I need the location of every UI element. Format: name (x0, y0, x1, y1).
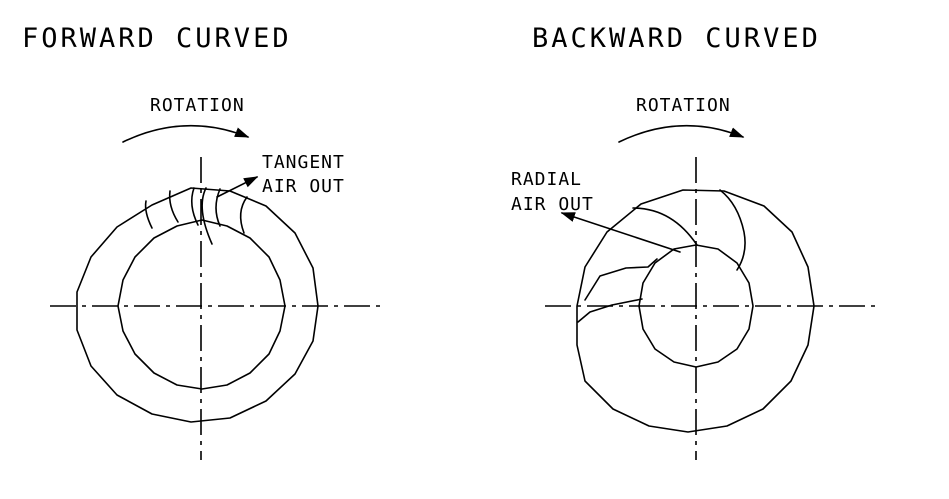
forward-blade (239, 196, 248, 234)
forward-note-tangent: TANGENT (262, 152, 345, 173)
backward-outer-housing (576, 189, 815, 433)
backward-curved-title: BACKWARD CURVED (532, 23, 821, 54)
forward-rotation-arrow (122, 124, 250, 143)
backward-blade (584, 258, 658, 301)
backward-note-radial: RADIAL (511, 169, 582, 190)
forward-blade (144, 200, 153, 229)
forward-tangent-arrow (216, 176, 259, 198)
forward-curved-title: FORWARD CURVED (22, 23, 292, 54)
backward-blade (577, 298, 643, 323)
forward-blade (215, 188, 221, 227)
backward-rotation-label: ROTATION (636, 95, 731, 116)
forward-note-air-out: AIR OUT (262, 176, 345, 197)
forward-curved-panel: FORWARD CURVED ROTATION TANGENT AIR OUT (22, 23, 380, 460)
backward-curved-panel: BACKWARD CURVED ROTATION RADIAL AIR OUT (511, 23, 876, 460)
forward-rotation-label: ROTATION (150, 95, 245, 116)
forward-blade (201, 187, 213, 245)
backward-blade (719, 189, 746, 271)
backward-curved-blades (577, 189, 746, 323)
forward-curved-blades (144, 187, 248, 245)
forward-blade (190, 187, 199, 226)
forward-blade (168, 190, 179, 223)
forward-inner-wheel (117, 219, 286, 390)
forward-outer-housing (76, 187, 319, 423)
backward-blade (632, 207, 698, 246)
backward-rotation-arrow (618, 124, 745, 143)
backward-note-air-out: AIR OUT (511, 194, 594, 215)
backward-radial-arrow (560, 212, 681, 253)
